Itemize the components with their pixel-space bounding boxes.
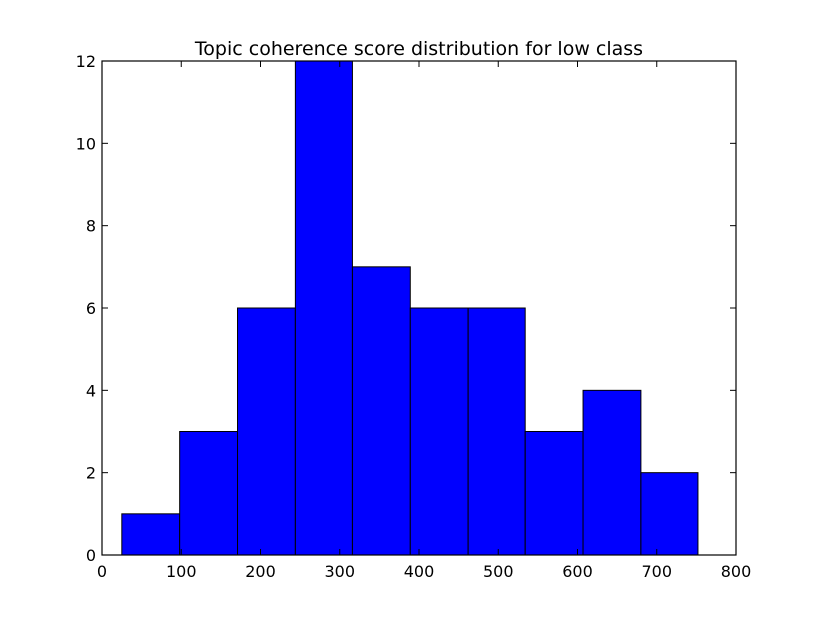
y-tick-label-0: 0: [86, 546, 96, 565]
histogram-bar-7: [467, 307, 526, 556]
x-tick-label-400: 400: [404, 562, 435, 581]
histogram-bar-4: [294, 60, 353, 556]
y-tick-label-6: 6: [86, 299, 96, 318]
x-tick-label-100: 100: [166, 562, 197, 581]
x-tick-label-300: 300: [324, 562, 355, 581]
x-tick-label-0: 0: [97, 562, 107, 581]
tick-labels-group: 0 100 200 300 400 500 600 700 800 0 2 4 6 8 10 12: [76, 52, 752, 581]
histogram-bar-1: [121, 513, 181, 556]
y-tick-label-8: 8: [86, 217, 96, 236]
histogram-bar-3: [237, 307, 296, 556]
y-tick-label-2: 2: [86, 464, 96, 483]
histogram-bar-5: [351, 266, 411, 556]
bars-group: [121, 60, 699, 556]
x-tick-label-600: 600: [562, 562, 593, 581]
x-tick-label-700: 700: [641, 562, 672, 581]
histogram-bar-9: [582, 389, 642, 556]
y-tick-label-12: 12: [76, 52, 96, 71]
histogram-bar-10: [640, 472, 699, 556]
x-tick-label-200: 200: [245, 562, 276, 581]
histogram-bar-8: [524, 431, 584, 556]
histogram-bar-6: [409, 307, 469, 556]
x-tick-label-800: 800: [721, 562, 752, 581]
plot-frame: [101, 60, 737, 556]
y-tick-label-4: 4: [86, 381, 96, 400]
histogram-bar-2: [179, 431, 239, 556]
chart-title: Topic coherence score distribution for l…: [194, 38, 643, 60]
y-tick-label-10: 10: [76, 134, 96, 153]
x-tick-label-500: 500: [483, 562, 514, 581]
